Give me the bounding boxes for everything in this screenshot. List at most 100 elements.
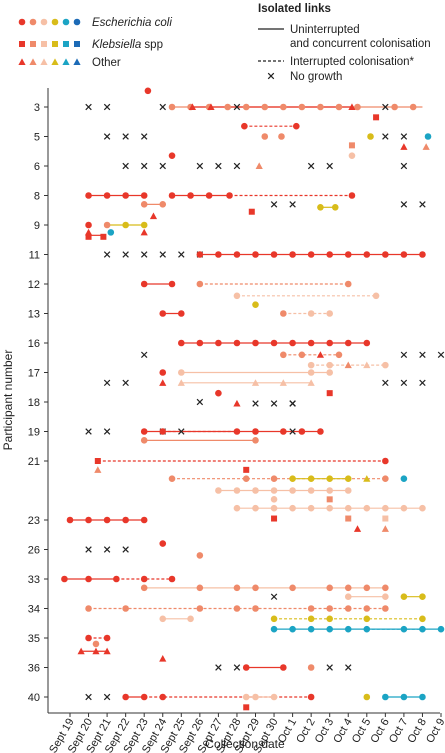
no-growth-mark (419, 351, 426, 359)
isolate-square (373, 114, 380, 121)
isolate-circle (335, 351, 343, 359)
isolate-circle (437, 625, 445, 633)
isolate-circle (344, 584, 352, 592)
isolate-circle (344, 475, 352, 483)
no-growth-mark (400, 351, 408, 359)
isolate-circle (159, 540, 167, 547)
y-tick-label: 3 (34, 102, 40, 114)
y-tick-label: 40 (28, 692, 40, 704)
isolate-circle (382, 251, 389, 258)
isolate-triangle (363, 361, 371, 369)
legend-dashed-label: Interrupted colonisation* (290, 56, 415, 68)
no-growth-stroke (382, 379, 389, 387)
legend-circle-swatch (18, 18, 26, 26)
isolate-circle (241, 122, 248, 130)
no-growth-stroke (196, 162, 204, 170)
no-growth-mark (289, 400, 296, 407)
isolate-circle (159, 428, 167, 435)
isolate-circle (335, 103, 343, 111)
y-tick-label: 16 (28, 338, 40, 350)
no-growth-stroke (382, 133, 389, 140)
isolate-circle (85, 575, 92, 583)
isolate-circle (168, 280, 176, 288)
no-growth-mark (233, 103, 241, 111)
isolate-circle (233, 251, 241, 258)
isolate-circle (252, 428, 259, 435)
no-growth-stroke (103, 133, 111, 140)
y-tick-label: 33 (28, 574, 40, 586)
no-growth-mark (103, 546, 111, 553)
isolate-circle (280, 351, 287, 359)
legend-square-swatch (41, 41, 47, 47)
x-tick-label: Oct 9 (424, 717, 445, 746)
isolate-circle (270, 504, 278, 512)
isolate-circle (270, 475, 278, 483)
no-growth-stroke (419, 351, 426, 359)
isolate-triangle (103, 647, 111, 655)
isolate-circle (307, 251, 315, 258)
isolate-circle (159, 201, 167, 208)
no-growth-mark (85, 103, 92, 111)
isolate-circle (168, 575, 176, 583)
isolate-circle (326, 475, 334, 483)
isolate-circle (140, 575, 148, 583)
no-growth-mark (122, 251, 129, 258)
isolate-circle (307, 361, 315, 369)
isolate-circle (344, 280, 352, 288)
no-growth-mark (400, 133, 408, 140)
no-growth-stroke (103, 546, 111, 553)
isolate-circle (307, 693, 315, 701)
no-growth-stroke (400, 351, 408, 359)
legend-circle-swatch (40, 18, 48, 26)
isolate-circle (344, 504, 352, 512)
isolate-circle (367, 133, 374, 140)
no-growth-mark (252, 400, 259, 407)
isolate-circle (252, 437, 259, 444)
legend-no-growth-label: No growth (290, 71, 342, 83)
isolate-circle (307, 487, 315, 494)
no-growth-mark (159, 103, 166, 111)
isolate-circle (326, 605, 334, 612)
isolate-circle (103, 516, 111, 524)
isolate-circle (196, 552, 204, 559)
isolate-square (85, 233, 92, 240)
isolate-circle (419, 593, 426, 600)
isolate-circle (289, 251, 296, 258)
isolate-circle (270, 615, 278, 623)
no-growth-stroke (122, 379, 129, 387)
legend-circle-swatch (62, 18, 70, 26)
isolate-circle (278, 133, 285, 140)
isolate-circle (61, 575, 68, 583)
isolate-circle (144, 87, 152, 95)
isolate-circle (400, 251, 408, 258)
isolate-circle (140, 693, 148, 701)
isolate-circle (326, 625, 334, 633)
isolate-circle (270, 251, 278, 258)
legend-solid-label: Uninterrupted (290, 24, 360, 36)
legend-triangle-swatch (73, 58, 81, 65)
isolate-circle (363, 339, 371, 347)
isolate-circle (372, 292, 380, 300)
no-growth-stroke (270, 201, 278, 208)
legend-square-swatch (52, 41, 58, 47)
isolate-circle (226, 192, 233, 199)
isolate-circle (409, 103, 417, 111)
no-growth-mark (196, 398, 204, 406)
isolate-circle (363, 693, 371, 701)
isolate-circle (419, 615, 426, 623)
isolate-circle (261, 133, 269, 140)
y-tick-label: 17 (28, 368, 40, 380)
isolate-circle (122, 221, 129, 229)
no-growth-mark (233, 664, 241, 671)
no-growth-mark (326, 664, 333, 671)
isolate-circle (270, 496, 278, 503)
y-tick-label: 11 (29, 250, 40, 262)
no-growth-stroke (400, 133, 408, 140)
isolate-circle (103, 221, 111, 229)
no-growth-stroke (326, 664, 333, 671)
isolate-triangle (92, 647, 100, 655)
y-tick-label: 8 (34, 191, 40, 203)
no-growth-mark (233, 162, 241, 170)
isolate-circle (233, 605, 241, 612)
isolate-circle (122, 516, 129, 524)
